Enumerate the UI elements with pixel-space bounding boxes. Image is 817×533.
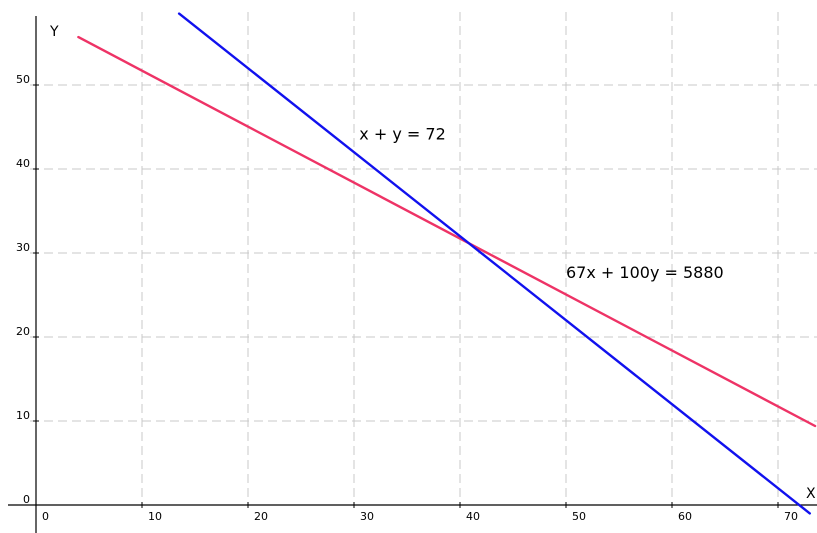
y-tick-label: 0 [23,493,30,506]
x-tick-label: 20 [254,510,268,523]
x-tick-label: 70 [784,510,798,523]
axes [8,16,817,533]
series-lines [77,12,817,515]
x-tick-label: 30 [360,510,374,523]
x-tick-label: 10 [148,510,162,523]
y-tick-label: 10 [16,409,30,422]
labels: 0 10 20 30 40 50 60 70 0 10 20 30 40 50 Y Xx + y = 72 67… [16,24,816,523]
x-tick-label: 40 [466,510,480,523]
x-tick-label: 50 [572,510,586,523]
grid [30,12,817,505]
y-tick-label: 50 [16,73,30,86]
y-tick-label: 30 [16,241,30,254]
equation-label: x + y = 72 [359,125,445,144]
series-line-total [177,12,811,515]
series-line-budget [77,35,817,428]
x-tick-label: 0 [42,510,49,523]
y-tick-label: 20 [16,325,30,338]
equation-label: 67x + 100y = 5880 [566,263,724,282]
y-axis-label: Y [49,24,59,40]
x-axis-label: X [806,486,816,502]
x-tick-label: 60 [678,510,692,523]
y-tick-label: 40 [16,157,30,170]
